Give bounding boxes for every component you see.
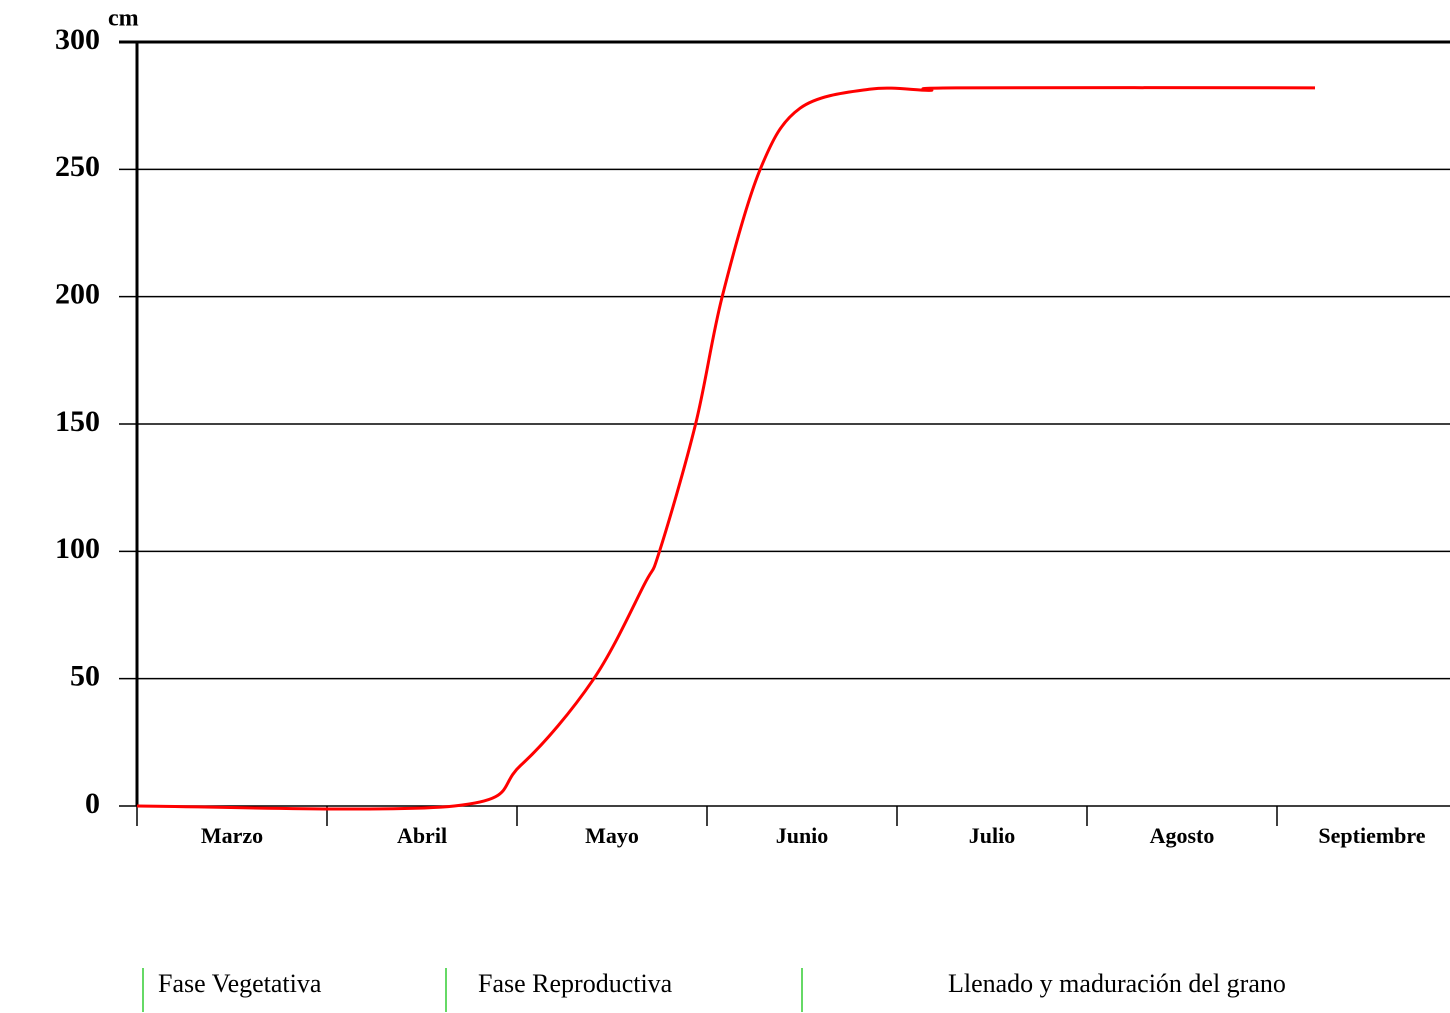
x-tick-label: Mayo	[585, 823, 639, 848]
phase-label: Fase Vegetativa	[158, 969, 322, 998]
y-tick-label: 0	[85, 787, 100, 820]
x-tick-label: Agosto	[1150, 823, 1215, 848]
x-tick-label: Abril	[397, 823, 447, 848]
x-tick-label: Septiembre	[1318, 823, 1425, 848]
y-tick-label: 250	[55, 150, 100, 183]
y-tick-label: 200	[55, 278, 100, 311]
y-tick-label: 300	[55, 23, 100, 56]
y-axis-title: cm	[108, 6, 139, 32]
y-tick-label: 50	[70, 660, 100, 693]
x-tick-label: Marzo	[201, 823, 263, 848]
x-tick-label: Junio	[776, 823, 829, 848]
y-tick-label: 150	[55, 405, 100, 438]
y-tick-label: 100	[55, 532, 100, 565]
phase-label: Llenado y maduración del grano	[948, 969, 1286, 998]
phase-label: Fase Reproductiva	[478, 969, 673, 998]
line-series	[136, 86, 1316, 811]
x-tick-label: Julio	[969, 823, 1015, 848]
